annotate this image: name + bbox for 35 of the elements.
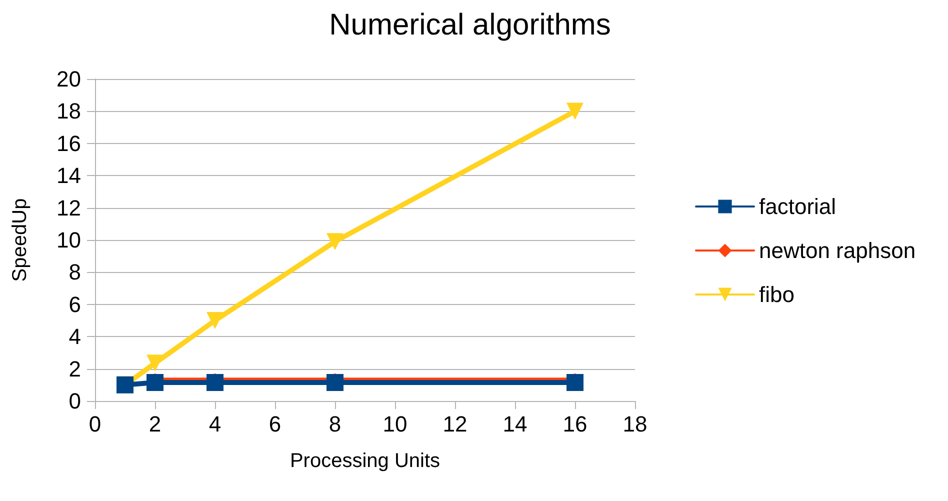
- x-tick-label: 2: [148, 412, 162, 436]
- y-tick-label: 20: [56, 66, 81, 92]
- point: [326, 233, 344, 250]
- x-tick-label: 0: [88, 412, 102, 436]
- legend-label: newton raphson: [759, 238, 916, 263]
- legend-label: factorial: [759, 194, 836, 219]
- y-tick-label: 14: [56, 163, 81, 188]
- y-tick-label: 18: [56, 98, 81, 124]
- point: [326, 374, 344, 391]
- point: [566, 102, 584, 120]
- y-tick-label: 12: [56, 195, 81, 220]
- x-tick-label: 16: [562, 412, 588, 436]
- x-tick-label: 12: [442, 412, 468, 436]
- point: [566, 374, 584, 391]
- x-tick-label: 8: [328, 412, 342, 436]
- y-tick-label: 10: [56, 228, 81, 252]
- y-tick-label: 2: [68, 356, 81, 382]
- x-tick-label: 6: [268, 412, 282, 436]
- chart-title: Numerical algorithms: [329, 8, 611, 42]
- point: [146, 354, 164, 372]
- x-tick-label: 10: [382, 412, 408, 436]
- point: [206, 312, 224, 329]
- y-tick-label: 0: [68, 388, 81, 414]
- y-axis-title: SpeedUp: [9, 198, 31, 282]
- point: [206, 374, 224, 391]
- y-tick-label: 4: [68, 324, 81, 350]
- y-tick-label: 8: [68, 260, 81, 285]
- x-tick-label: 4: [208, 412, 222, 436]
- y-tick-label: 6: [68, 292, 81, 317]
- x-tick-label: 18: [622, 412, 648, 436]
- x-axis-title: Processing Units: [290, 450, 440, 472]
- legend-label: fibo: [759, 282, 794, 307]
- point: [146, 374, 164, 391]
- y-tick-label: 16: [56, 130, 81, 156]
- x-tick-label: 14: [502, 412, 528, 436]
